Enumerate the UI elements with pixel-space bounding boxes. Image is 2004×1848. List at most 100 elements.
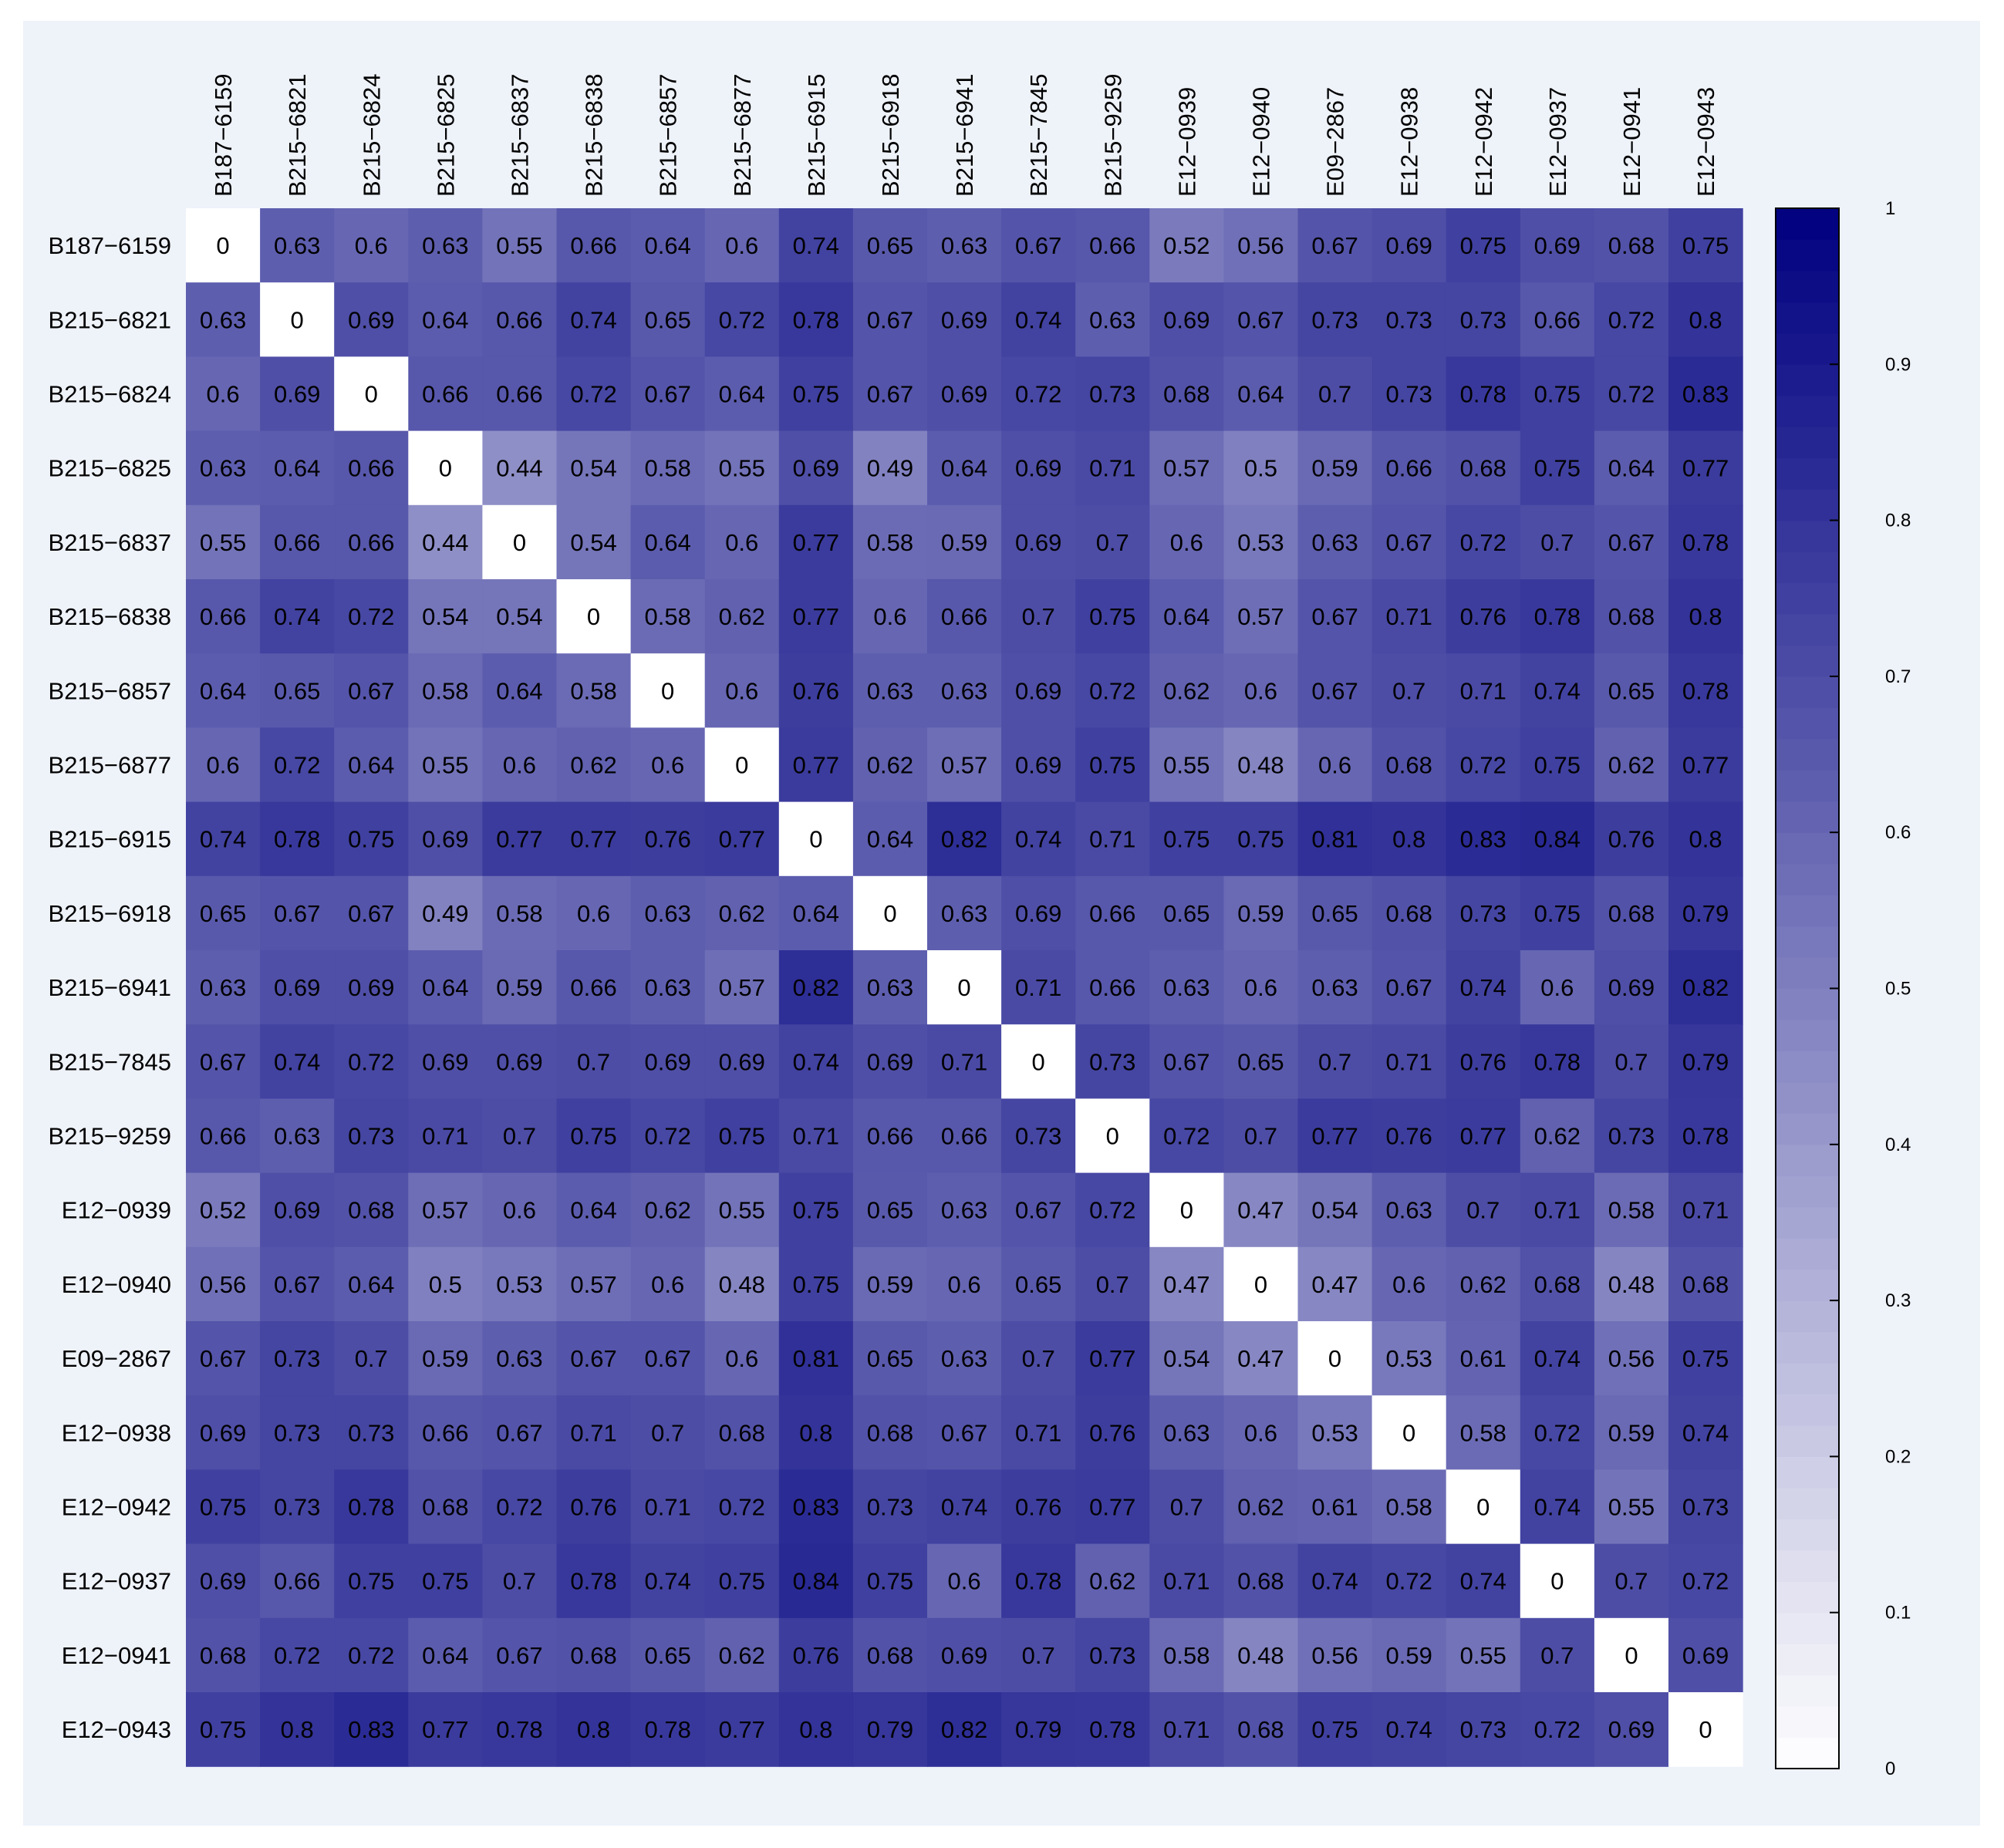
cell-value-label: 0.69 [941, 381, 987, 408]
cell-value-label: 0.74 [274, 1048, 320, 1075]
heatmap-cell [1149, 653, 1224, 728]
column-label: B215−6824 [358, 74, 385, 197]
cell-value-label: 0.78 [1460, 381, 1506, 408]
cell-value-label: 0.77 [1460, 1123, 1506, 1150]
cell-value-label: 0.59 [496, 974, 542, 1001]
heatmap-cell [1594, 430, 1669, 506]
cell-value-label: 0.62 [1608, 752, 1655, 779]
heatmap-cell [260, 1246, 335, 1322]
heatmap-cell [334, 950, 409, 1025]
cell-value-label: 0.68 [1682, 1271, 1729, 1298]
heatmap-cell [482, 653, 558, 728]
cell-value-label: 0.76 [793, 677, 839, 704]
cell-value-label: 0.76 [644, 826, 690, 853]
cell-value-label: 0.69 [1015, 455, 1061, 482]
cell-value-label: 0.78 [793, 306, 839, 333]
heatmap-cell [1149, 1469, 1224, 1545]
heatmap-cell [1446, 1321, 1521, 1396]
heatmap-cell [1594, 950, 1669, 1025]
cell-value-label: 0.64 [867, 826, 913, 853]
heatmap-cell [630, 1395, 706, 1470]
cell-value-label: 0.77 [1682, 455, 1729, 482]
column-label: E12−0940 [1247, 87, 1274, 197]
cell-value-label: 0 [883, 900, 896, 927]
column-label: E12−0941 [1618, 87, 1645, 197]
cell-value-label: 0.57 [570, 1271, 616, 1298]
heatmap-cell [408, 1321, 483, 1396]
heatmap-cell [556, 875, 632, 951]
heatmap-cell [1075, 950, 1150, 1025]
heatmap-cell [186, 801, 261, 877]
cell-value-label: 0.71 [1089, 826, 1135, 853]
cell-value-label: 0.74 [793, 1048, 839, 1075]
cell-value-label: 0.71 [1015, 1419, 1061, 1446]
colorbar-segment [1776, 520, 1839, 552]
heatmap-cell [1075, 653, 1150, 728]
heatmap-cell [1149, 504, 1224, 580]
heatmap-cell [1001, 1692, 1076, 1767]
heatmap-cell [704, 1543, 780, 1619]
cell-value-label: 0.78 [496, 1716, 542, 1743]
cell-value-label: 0.67 [348, 677, 394, 704]
heatmap-cell [1446, 282, 1521, 357]
cell-value-label: 0 [1624, 1642, 1638, 1669]
heatmap-cell [1520, 950, 1595, 1025]
heatmap-cell [556, 1321, 632, 1396]
heatmap-cell [1520, 1321, 1595, 1396]
cell-value-label: 0.7 [1614, 1048, 1648, 1075]
colorbar-segment [1776, 707, 1839, 740]
cell-value-label: 0.69 [274, 1197, 320, 1224]
cell-value-label: 0.78 [570, 1568, 616, 1595]
cell-value-label: 0.68 [867, 1642, 913, 1669]
heatmap-cell [852, 1692, 928, 1767]
cell-value-label: 0.6 [355, 232, 388, 259]
cell-value-label: 0.76 [793, 1642, 839, 1669]
colorbar-segment [1776, 957, 1839, 990]
heatmap-cell [778, 208, 854, 283]
heatmap-cell [186, 950, 261, 1025]
colorbar-tick-label: 1 [1885, 198, 1895, 219]
heatmap-cell [778, 801, 854, 877]
heatmap-cell [927, 579, 1002, 654]
heatmap-cell [630, 1098, 706, 1174]
colorbar-segment [1776, 1519, 1839, 1551]
cell-value-label: 0.63 [1311, 974, 1358, 1001]
heatmap-cell [556, 1098, 632, 1174]
cell-value-label: 0.69 [274, 381, 320, 408]
colorbar-segment [1776, 1550, 1839, 1582]
cell-value-label: 0.54 [1163, 1345, 1209, 1372]
heatmap-cell [1594, 504, 1669, 580]
row-label: B215−6838 [49, 603, 171, 630]
heatmap-cell [1149, 208, 1224, 283]
cell-value-label: 0.63 [941, 232, 987, 259]
cell-value-label: 0.58 [422, 677, 468, 704]
heatmap-cell [704, 504, 780, 580]
cell-value-label: 0.58 [1163, 1642, 1209, 1669]
cell-value-label: 0.69 [644, 1048, 690, 1075]
heatmap-cell [1001, 1469, 1076, 1545]
cell-value-label: 0.75 [793, 1271, 839, 1298]
cell-value-label: 0.48 [1237, 752, 1284, 779]
cell-value-label: 0.79 [1682, 900, 1729, 927]
cell-value-label: 0 [216, 232, 229, 259]
heatmap-cell [927, 1321, 1002, 1396]
heatmap-cell [1001, 1098, 1076, 1174]
heatmap-cell [186, 727, 261, 803]
cell-value-label: 0.83 [348, 1716, 394, 1743]
cell-value-label: 0.78 [1534, 1048, 1581, 1075]
cell-value-label: 0.71 [1015, 974, 1061, 1001]
cell-value-label: 0.55 [719, 455, 765, 482]
cell-value-label: 0.66 [274, 529, 320, 556]
cell-value-label: 0.49 [422, 900, 468, 927]
cell-value-label: 0.47 [1237, 1345, 1284, 1372]
cell-value-label: 0.75 [1682, 232, 1729, 259]
heatmap-cell [704, 1469, 780, 1545]
heatmap-cell [1297, 208, 1373, 283]
cell-value-label: 0.53 [1237, 529, 1284, 556]
cell-value-label: 0.69 [348, 306, 394, 333]
heatmap-cell [260, 950, 335, 1025]
heatmap-cell [630, 950, 706, 1025]
heatmap-cell [1668, 579, 1743, 654]
cell-value-label: 0.75 [200, 1716, 246, 1743]
